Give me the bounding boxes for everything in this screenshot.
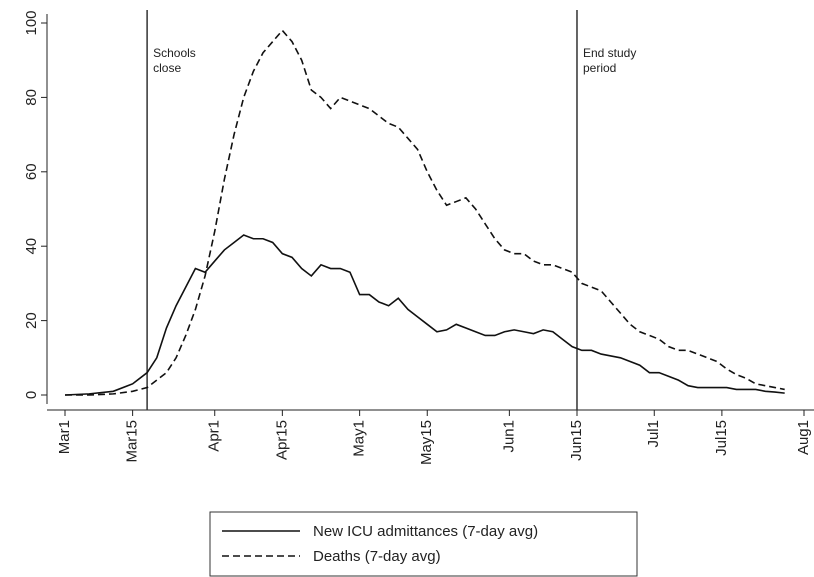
legend-label: Deaths (7-day avg) bbox=[313, 548, 441, 565]
line bbox=[65, 29, 785, 396]
y-tick-label: 100 bbox=[23, 10, 40, 35]
x-tick-label: Apr15 bbox=[273, 420, 290, 460]
y-tick-label: 80 bbox=[23, 89, 40, 106]
annotation: close bbox=[153, 61, 181, 75]
line bbox=[64, 234, 785, 396]
annotation: End study bbox=[583, 46, 636, 60]
x-tick-label: May15 bbox=[418, 420, 435, 465]
x-tick-label: Aug1 bbox=[795, 420, 812, 455]
y-tick-label: 60 bbox=[23, 163, 40, 180]
x-tick-label: May1 bbox=[351, 420, 368, 457]
annotation: Schools bbox=[153, 46, 196, 60]
y-tick-label: 40 bbox=[23, 238, 40, 255]
y-tick-label: 20 bbox=[23, 312, 40, 329]
legend-label: New ICU admittances (7-day avg) bbox=[313, 523, 538, 540]
x-tick-label: Apr1 bbox=[206, 420, 223, 452]
x-tick-label: Jul15 bbox=[713, 420, 730, 456]
x-tick-label: Jul1 bbox=[645, 420, 662, 448]
legend-box bbox=[209, 511, 638, 577]
x-tick-label: Jun1 bbox=[500, 420, 517, 453]
x-tick-label: Jun15 bbox=[568, 420, 585, 461]
y-tick-label: 0 bbox=[23, 391, 40, 399]
x-tick-label: Mar15 bbox=[124, 420, 141, 463]
annotation: period bbox=[583, 61, 616, 75]
x-tick-label: Mar1 bbox=[56, 420, 73, 454]
